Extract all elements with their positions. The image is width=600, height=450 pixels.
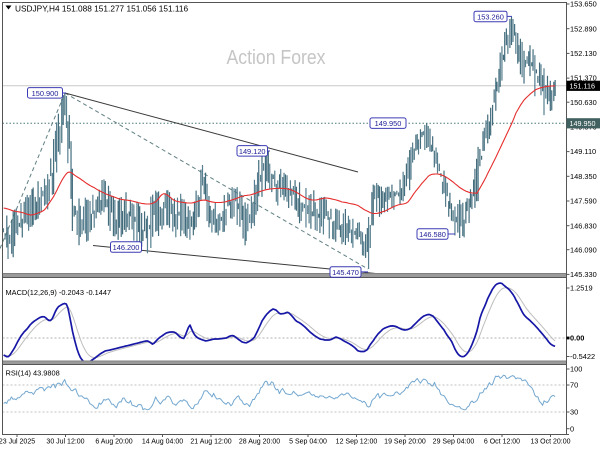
svg-text:146.580: 146.580: [419, 230, 446, 239]
svg-text:149.110: 149.110: [570, 147, 596, 156]
svg-text:Action Forex: Action Forex: [227, 47, 326, 69]
svg-text:0: 0: [570, 424, 574, 433]
svg-text:-0.5422: -0.5422: [570, 352, 595, 361]
svg-text:14 Aug 04:00: 14 Aug 04:00: [142, 439, 183, 446]
svg-text:149.120: 149.120: [239, 147, 266, 156]
svg-text:151.370: 151.370: [570, 74, 597, 83]
svg-text:29 Sep 04:00: 29 Sep 04:00: [433, 439, 475, 446]
svg-text:151.116: 151.116: [570, 82, 595, 91]
svg-text:147.590: 147.590: [570, 197, 597, 206]
svg-text:30 Jul 12:00: 30 Jul 12:00: [46, 439, 84, 446]
svg-text:146.090: 146.090: [570, 245, 597, 254]
svg-text:145.330: 145.330: [570, 270, 597, 279]
svg-text:30: 30: [570, 408, 578, 417]
svg-text:5 Sep 04:00: 5 Sep 04:00: [289, 439, 327, 446]
svg-text:19 Sep 20:00: 19 Sep 20:00: [384, 439, 426, 446]
svg-text:USDJPY,H4 151.088 151.277 151: USDJPY,H4 151.088 151.277 151.056 151.11…: [15, 4, 189, 14]
svg-text:12 Sep 12:00: 12 Sep 12:00: [336, 439, 378, 446]
svg-text:0.00: 0.00: [570, 334, 584, 343]
svg-text:152.890: 152.890: [570, 24, 597, 33]
svg-text:28 Aug 20:00: 28 Aug 20:00: [239, 439, 280, 446]
svg-text:100: 100: [570, 365, 582, 374]
svg-text:1.2519: 1.2519: [570, 284, 593, 293]
svg-text:148.350: 148.350: [570, 172, 597, 181]
svg-text:6 Oct 12:00: 6 Oct 12:00: [484, 439, 520, 446]
svg-text:21 Aug 12:00: 21 Aug 12:00: [190, 439, 231, 446]
svg-text:23 Jul 2025: 23 Jul 2025: [0, 439, 35, 446]
svg-text:146.200: 146.200: [113, 243, 140, 252]
svg-text:146.830: 146.830: [570, 221, 597, 230]
svg-text:150.900: 150.900: [32, 89, 59, 98]
svg-text:145.470: 145.470: [332, 268, 359, 277]
svg-text:149.950: 149.950: [570, 119, 596, 128]
svg-text:153.260: 153.260: [477, 12, 504, 21]
svg-text:RSI(14) 43.9808: RSI(14) 43.9808: [6, 369, 60, 378]
svg-text:13 Oct 20:00: 13 Oct 20:00: [530, 439, 570, 446]
svg-text:153.650: 153.650: [570, 0, 597, 9]
svg-text:149.950: 149.950: [375, 119, 402, 128]
svg-text:70: 70: [570, 381, 578, 390]
svg-text:150.630: 150.630: [570, 98, 597, 107]
svg-text:MACD(12,26,9) -0.2043 -0.1447: MACD(12,26,9) -0.2043 -0.1447: [6, 288, 112, 297]
svg-text:152.130: 152.130: [570, 49, 597, 58]
svg-text:6 Aug 20:00: 6 Aug 20:00: [95, 439, 132, 446]
